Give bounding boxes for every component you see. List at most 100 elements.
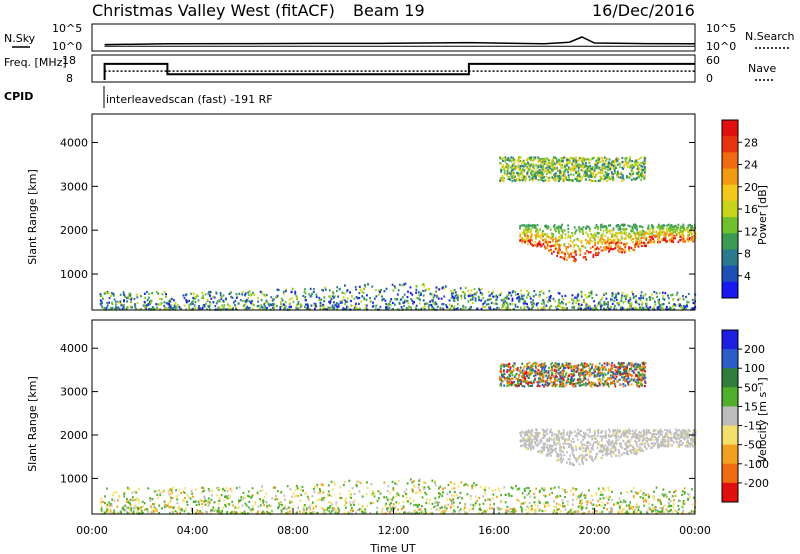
range-cell — [630, 383, 633, 386]
range-cell — [266, 505, 268, 508]
range-cell — [217, 510, 220, 513]
range-cell — [426, 302, 429, 305]
range-cell — [498, 294, 501, 297]
range-cell — [527, 293, 529, 296]
range-cell — [513, 171, 515, 174]
range-cell — [594, 237, 596, 240]
range-cell — [507, 171, 510, 174]
range-cell — [668, 498, 670, 501]
range-cell — [453, 487, 456, 490]
range-cell — [138, 498, 140, 501]
range-cell — [439, 493, 441, 496]
range-cell — [621, 166, 624, 169]
range-cell — [402, 505, 405, 508]
range-cell — [436, 501, 439, 504]
range-cell — [515, 167, 518, 170]
range-cell — [620, 223, 623, 226]
range-cell — [312, 506, 315, 509]
range-cell — [670, 294, 672, 297]
range-cell — [395, 483, 398, 486]
range-cell — [364, 307, 367, 310]
range-cell — [384, 504, 386, 508]
range-cell — [135, 293, 138, 296]
range-cell — [594, 164, 597, 167]
range-cell — [359, 508, 361, 511]
range-cell — [538, 158, 541, 161]
colorbar-tick-label-1: 8 — [744, 248, 751, 261]
range-cell — [559, 169, 561, 172]
range-cell — [544, 178, 547, 182]
range-cell — [668, 229, 671, 232]
range-cell — [635, 178, 637, 181]
range-cell — [563, 174, 566, 177]
range-cell — [638, 306, 641, 309]
range-cell — [339, 486, 341, 489]
range-cell — [115, 303, 117, 306]
range-cell — [516, 488, 519, 491]
range-cell — [512, 159, 515, 162]
freq-ytick-bottom: 8 — [66, 72, 73, 85]
range-cell — [217, 300, 220, 303]
range-cell — [664, 232, 667, 235]
range-cell — [616, 224, 619, 227]
range-cell — [585, 296, 588, 299]
range-cell — [392, 488, 395, 491]
range-cell — [229, 487, 232, 490]
range-cell — [604, 172, 607, 175]
range-cell — [386, 510, 389, 513]
range-cell — [505, 377, 508, 380]
range-cell — [545, 304, 548, 307]
range-cell — [651, 224, 654, 228]
range-cell — [556, 239, 559, 242]
range-cell — [557, 303, 560, 306]
range-cell — [674, 510, 677, 513]
range-cell — [475, 483, 478, 486]
range-cell — [588, 159, 590, 162]
range-cell — [607, 237, 610, 241]
range-cell — [662, 224, 665, 227]
range-cell — [313, 304, 316, 307]
range-cell — [299, 510, 301, 513]
range-cell — [585, 506, 588, 510]
range-cell — [639, 234, 641, 237]
range-cell — [597, 504, 599, 507]
range-cell — [182, 294, 185, 297]
range-cell — [546, 157, 548, 160]
range-cell — [321, 304, 323, 307]
range-cell — [662, 226, 664, 229]
range-cell — [362, 511, 364, 514]
range-cell — [537, 165, 540, 168]
range-cell — [601, 501, 604, 504]
range-cell — [625, 164, 628, 167]
range-cell — [322, 496, 325, 500]
range-cell — [678, 232, 681, 236]
range-cell — [145, 508, 148, 511]
range-cell — [599, 177, 602, 180]
range-cell — [542, 230, 544, 233]
range-cell — [108, 297, 111, 300]
range-cell — [427, 307, 430, 311]
range-cell — [389, 300, 392, 303]
range-cell — [590, 167, 592, 170]
range-cell — [555, 173, 557, 177]
range-cell — [299, 303, 302, 306]
range-cell — [396, 298, 399, 301]
range-cell — [518, 487, 521, 490]
range-cell — [322, 511, 324, 514]
range-cell — [208, 306, 210, 309]
range-cell — [586, 225, 589, 228]
range-cell — [521, 362, 524, 365]
ytick-label-2: 3000 — [60, 180, 88, 193]
range-cell — [608, 178, 610, 181]
range-cell — [555, 506, 558, 509]
range-cell — [612, 228, 615, 232]
range-cell — [160, 303, 162, 306]
range-cell — [510, 494, 513, 497]
range-cell — [604, 240, 607, 243]
range-cell — [562, 505, 564, 508]
range-cell — [511, 168, 514, 171]
range-cell — [558, 362, 560, 365]
range-cell — [480, 299, 483, 302]
range-cell — [299, 305, 302, 308]
range-cell — [302, 294, 305, 298]
